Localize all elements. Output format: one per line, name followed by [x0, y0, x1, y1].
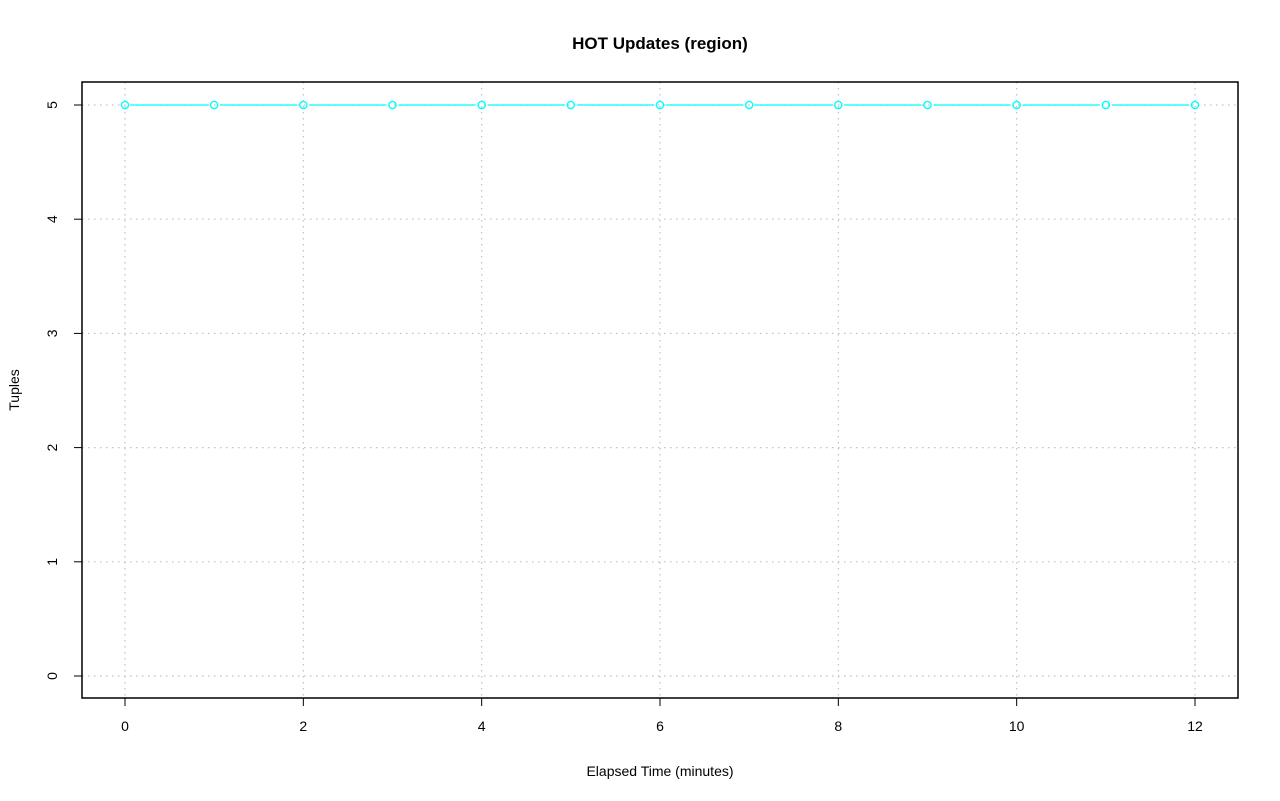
data-point	[1012, 100, 1021, 110]
data-point	[923, 100, 932, 110]
data-point	[209, 100, 219, 110]
y-tick-label: 0	[44, 672, 60, 680]
x-tick-label: 0	[121, 718, 129, 734]
data-point	[477, 100, 486, 110]
data-point	[744, 100, 754, 110]
x-tick-label: 2	[299, 718, 307, 734]
y-tick-label: 5	[44, 101, 60, 109]
y-axis-label: Tuples	[6, 369, 22, 411]
data-point	[655, 100, 665, 110]
plot-frame	[81, 81, 1239, 699]
data-point	[1101, 100, 1111, 110]
x-axis-label: Elapsed Time (minutes)	[586, 763, 733, 779]
x-tick-label: 4	[478, 718, 486, 734]
y-tick-label: 2	[44, 443, 60, 451]
data-point	[566, 100, 576, 110]
grid	[82, 82, 1238, 698]
y-tick-label: 3	[44, 329, 60, 337]
x-tick-label: 6	[656, 718, 664, 734]
data-point	[299, 100, 308, 110]
x-tick-label: 10	[1009, 718, 1025, 734]
data-point	[388, 100, 397, 110]
x-tick-label: 12	[1187, 718, 1203, 734]
series	[120, 100, 1200, 110]
y-tick-label: 1	[44, 558, 60, 566]
x-tick-label: 8	[834, 718, 842, 734]
data-point	[120, 100, 130, 110]
data-point	[834, 100, 843, 110]
data-point	[1190, 100, 1200, 110]
chart-title: HOT Updates (region)	[572, 34, 748, 53]
y-tick-label: 4	[44, 215, 60, 223]
